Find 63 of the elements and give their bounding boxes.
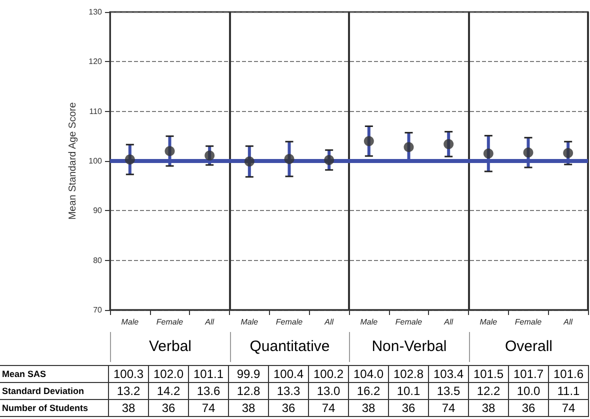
text: 38	[468, 400, 508, 416]
text: Mean SAS	[0, 366, 108, 382]
y-tick-label: 110	[89, 106, 103, 116]
y-tick-label: 80	[93, 256, 103, 265]
text: Number of Students	[0, 400, 108, 416]
text: 74	[428, 400, 468, 416]
x-tick-label: All	[324, 318, 334, 326]
text: 74	[188, 400, 228, 416]
y-tick-label: 120	[88, 57, 103, 66]
y-tick-label: 130	[88, 8, 103, 16]
x-tick-label: All	[204, 318, 214, 326]
text: Quantitative	[230, 332, 349, 362]
text: 10.0	[508, 382, 548, 400]
text: 36	[148, 400, 188, 416]
y-tick-label: 100	[88, 156, 103, 166]
data-label: 104.0	[348, 366, 388, 382]
data-label: 102.8	[388, 366, 428, 382]
data-label: 101.5	[468, 366, 508, 382]
text: 38	[108, 400, 148, 416]
x-tick-label: Female	[276, 318, 304, 326]
text: 13.5	[428, 382, 468, 400]
text: 36	[268, 400, 308, 416]
data-label: 100.4	[268, 366, 308, 382]
text: 74	[548, 400, 588, 416]
y-axis-title: Mean Standard Age Score	[67, 102, 78, 220]
text: 11.1	[548, 382, 588, 400]
data-label: 100.2	[308, 366, 348, 382]
x-tick-label: Female	[514, 318, 542, 326]
text: 74	[308, 400, 348, 416]
text: 12.2	[468, 382, 508, 400]
text: 38	[228, 400, 268, 416]
x-tick-label: Female	[395, 318, 423, 326]
text: 38	[348, 400, 388, 416]
text: 10.1	[388, 382, 428, 400]
data-label: 101.7	[508, 366, 548, 382]
x-tick-label: Male	[360, 318, 378, 326]
data-label: 100.3	[108, 366, 148, 382]
x-tick-label: Male	[480, 318, 498, 326]
x-tick-label: Female	[156, 318, 184, 326]
text: 14.2	[148, 382, 188, 400]
y-tick-label: 90	[93, 206, 103, 216]
x-tick-label: All	[562, 318, 573, 326]
data-label: 99.9	[228, 366, 268, 382]
x-tick-label: All	[443, 318, 454, 326]
text: Overall	[468, 332, 588, 362]
text: 16.2	[348, 382, 388, 400]
y-tick-label: 70	[93, 306, 103, 314]
text: 13.2	[108, 382, 148, 400]
data-label: 103.4	[428, 366, 468, 382]
text: 36	[508, 400, 548, 416]
x-tick-label: Male	[240, 318, 259, 326]
text: 12.8	[228, 382, 268, 400]
text: Standard Deviation	[0, 382, 108, 400]
x-tick-label: Male	[121, 318, 140, 326]
text: 13.3	[268, 382, 308, 400]
text: 36	[388, 400, 428, 416]
text: 13.6	[188, 382, 228, 400]
text: Verbal	[110, 332, 230, 362]
text: 13.0	[308, 382, 348, 400]
data-label: 101.6	[548, 366, 588, 382]
data-label: 101.1	[188, 366, 228, 382]
text: Non-Verbal	[349, 332, 468, 362]
data-label: 102.0	[148, 366, 188, 382]
